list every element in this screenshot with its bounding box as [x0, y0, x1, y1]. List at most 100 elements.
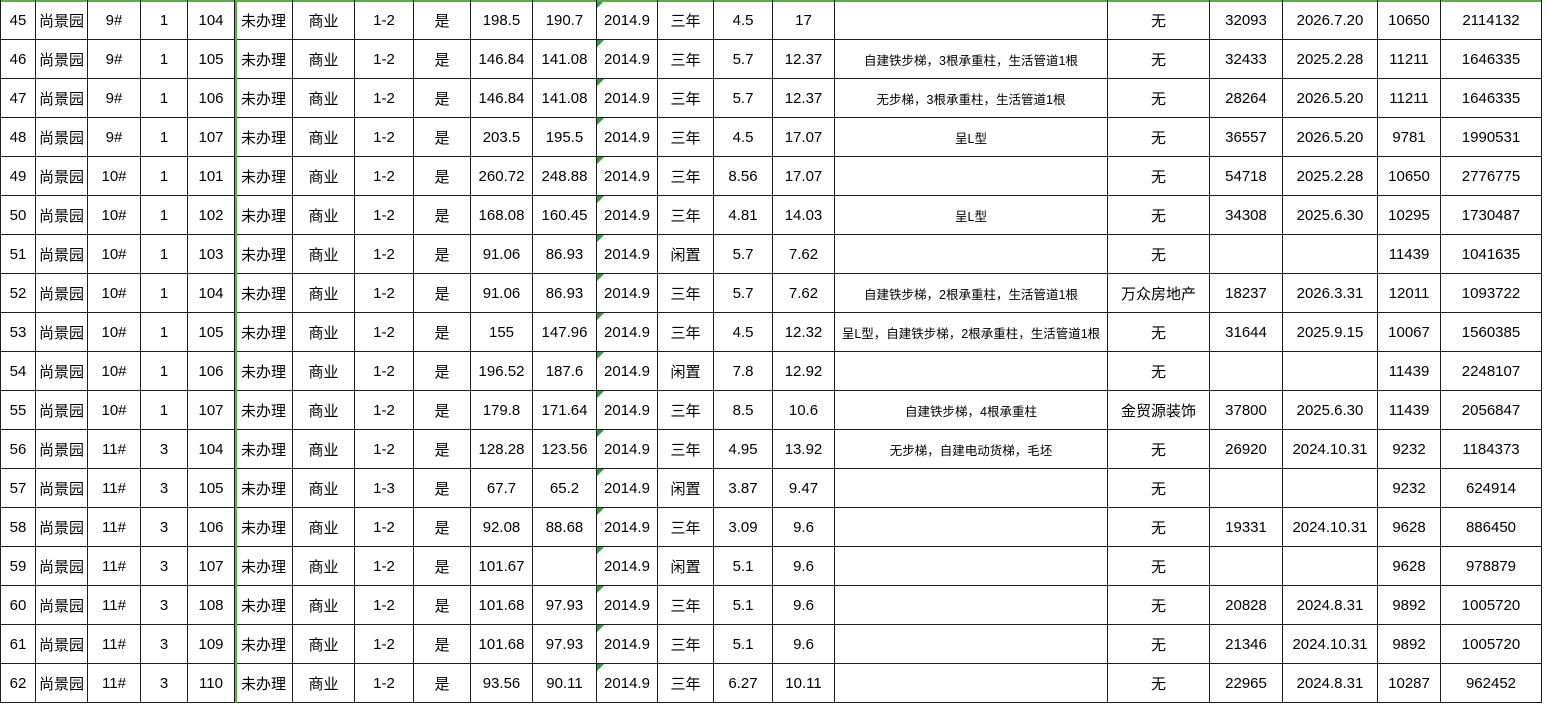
table-cell[interactable]: 商业	[293, 118, 355, 157]
table-cell[interactable]: 90.11	[533, 664, 597, 703]
table-cell[interactable]: 呈L型	[835, 196, 1108, 235]
table-cell[interactable]: 4.5	[714, 313, 773, 352]
table-cell[interactable]: 10#	[88, 157, 141, 196]
table-cell[interactable]: 尚景园	[36, 196, 88, 235]
table-cell[interactable]: 1-2	[355, 1, 414, 40]
table-cell[interactable]: 7.8	[714, 352, 773, 391]
table-cell[interactable]: 5.1	[714, 625, 773, 664]
table-cell[interactable]: 2026.5.20	[1283, 79, 1378, 118]
table-cell[interactable]	[1283, 469, 1378, 508]
table-cell[interactable]: 9892	[1378, 625, 1441, 664]
table-cell[interactable]: 闲置	[658, 352, 714, 391]
table-cell[interactable]: 31644	[1210, 313, 1283, 352]
table-cell[interactable]: 32093	[1210, 1, 1283, 40]
table-cell[interactable]: 2014.9	[597, 157, 658, 196]
table-cell[interactable]: 9.6	[773, 508, 835, 547]
table-cell[interactable]: 是	[414, 625, 471, 664]
table-cell[interactable]: 未办理	[235, 157, 293, 196]
table-cell[interactable]: 146.84	[471, 40, 533, 79]
table-cell[interactable]: 2014.9	[597, 274, 658, 313]
table-cell[interactable]: 104	[188, 274, 235, 313]
table-cell[interactable]: 无	[1108, 118, 1210, 157]
table-cell[interactable]: 商业	[293, 508, 355, 547]
table-cell[interactable]: 商业	[293, 586, 355, 625]
table-cell[interactable]: 6.27	[714, 664, 773, 703]
table-cell[interactable]: 尚景园	[36, 547, 88, 586]
table-cell[interactable]: 3	[141, 664, 188, 703]
table-cell[interactable]: 未办理	[235, 1, 293, 40]
table-cell[interactable]: 无	[1108, 1, 1210, 40]
table-cell[interactable]: 5.7	[714, 235, 773, 274]
table-cell[interactable]: 32433	[1210, 40, 1283, 79]
table-cell[interactable]: 58	[0, 508, 36, 547]
table-cell[interactable]: 11#	[88, 586, 141, 625]
table-cell[interactable]: 190.7	[533, 1, 597, 40]
table-cell[interactable]	[1210, 235, 1283, 274]
table-cell[interactable]: 9.47	[773, 469, 835, 508]
table-cell[interactable]: 无	[1108, 508, 1210, 547]
table-cell[interactable]: 203.5	[471, 118, 533, 157]
table-cell[interactable]: 2014.9	[597, 664, 658, 703]
table-cell[interactable]: 97.93	[533, 586, 597, 625]
table-cell[interactable]: 商业	[293, 547, 355, 586]
table-cell[interactable]: 5.7	[714, 40, 773, 79]
table-cell[interactable]: 5.1	[714, 586, 773, 625]
table-cell[interactable]	[1283, 235, 1378, 274]
table-cell[interactable]: 未办理	[235, 274, 293, 313]
table-cell[interactable]: 26920	[1210, 430, 1283, 469]
table-cell[interactable]: 12.37	[773, 79, 835, 118]
table-cell[interactable]: 248.88	[533, 157, 597, 196]
table-cell[interactable]: 2776775	[1441, 157, 1542, 196]
table-cell[interactable]: 53	[0, 313, 36, 352]
table-cell[interactable]	[1283, 547, 1378, 586]
table-cell[interactable]: 商业	[293, 391, 355, 430]
table-cell[interactable]: 商业	[293, 664, 355, 703]
table-cell[interactable]: 自建铁步梯，2根承重柱，生活管道1根	[835, 274, 1108, 313]
table-cell[interactable]: 13.92	[773, 430, 835, 469]
table-cell[interactable]: 无步梯，3根承重柱，生活管道1根	[835, 79, 1108, 118]
table-cell[interactable]: 未办理	[235, 352, 293, 391]
table-cell[interactable]: 无	[1108, 625, 1210, 664]
table-cell[interactable]: 107	[188, 118, 235, 157]
table-cell[interactable]: 呈L型	[835, 118, 1108, 157]
table-cell[interactable]: 91.06	[471, 235, 533, 274]
table-cell[interactable]: 11439	[1378, 235, 1441, 274]
table-cell[interactable]: 1-2	[355, 430, 414, 469]
table-cell[interactable]: 12011	[1378, 274, 1441, 313]
table-cell[interactable]: 三年	[658, 118, 714, 157]
table-cell[interactable]	[1283, 352, 1378, 391]
table-cell[interactable]: 尚景园	[36, 664, 88, 703]
table-cell[interactable]: 106	[188, 508, 235, 547]
table-cell[interactable]: 2024.10.31	[1283, 430, 1378, 469]
table-cell[interactable]: 10.11	[773, 664, 835, 703]
table-cell[interactable]: 是	[414, 586, 471, 625]
table-cell[interactable]: 11#	[88, 625, 141, 664]
table-cell[interactable]: 是	[414, 508, 471, 547]
table-cell[interactable]: 196.52	[471, 352, 533, 391]
table-cell[interactable]: 商业	[293, 313, 355, 352]
table-cell[interactable]: 17	[773, 1, 835, 40]
table-cell[interactable]: 11#	[88, 664, 141, 703]
table-cell[interactable]: 三年	[658, 196, 714, 235]
table-cell[interactable]: 4.95	[714, 430, 773, 469]
table-cell[interactable]	[835, 352, 1108, 391]
table-cell[interactable]: 28264	[1210, 79, 1283, 118]
table-cell[interactable]: 1-2	[355, 40, 414, 79]
table-cell[interactable]: 商业	[293, 40, 355, 79]
table-cell[interactable]: 1-3	[355, 469, 414, 508]
table-cell[interactable]: 12.32	[773, 313, 835, 352]
table-cell[interactable]: 商业	[293, 352, 355, 391]
table-cell[interactable]: 198.5	[471, 1, 533, 40]
table-cell[interactable]: 1730487	[1441, 196, 1542, 235]
table-cell[interactable]: 三年	[658, 508, 714, 547]
table-cell[interactable]: 呈L型，自建铁步梯，2根承重柱，生活管道1根	[835, 313, 1108, 352]
table-cell[interactable]: 86.93	[533, 235, 597, 274]
table-cell[interactable]: 97.93	[533, 625, 597, 664]
table-cell[interactable]: 108	[188, 586, 235, 625]
table-cell[interactable]: 2024.8.31	[1283, 664, 1378, 703]
table-cell[interactable]: 2026.5.20	[1283, 118, 1378, 157]
table-cell[interactable]: 3	[141, 430, 188, 469]
table-cell[interactable]: 9628	[1378, 547, 1441, 586]
table-cell[interactable]: 未办理	[235, 391, 293, 430]
table-cell[interactable]: 1093722	[1441, 274, 1542, 313]
